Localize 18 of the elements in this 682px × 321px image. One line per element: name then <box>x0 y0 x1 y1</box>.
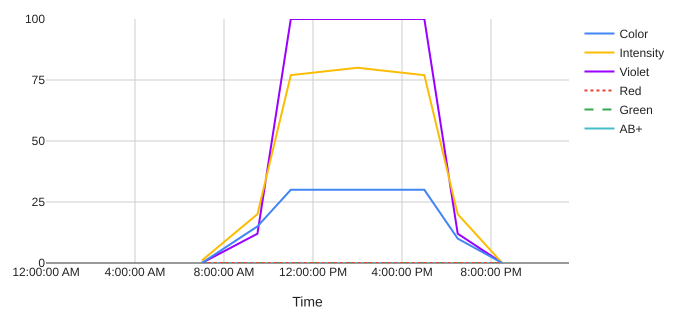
x-tick-label: 4:00:00 PM <box>371 265 433 279</box>
x-tick-label: 8:00:00 AM <box>194 265 254 279</box>
y-tick-label: 75 <box>32 73 46 88</box>
x-tick-label: 8:00:00 PM <box>460 265 522 279</box>
y-tick-label: 100 <box>24 12 46 26</box>
legend-label: Color <box>619 27 648 42</box>
line-series <box>200 188 504 263</box>
x-tick-label: 12:00:00 PM <box>279 265 348 279</box>
x-axis-title: Time <box>292 293 324 310</box>
line-series <box>200 66 504 263</box>
legend-label: Green <box>619 103 653 118</box>
y-tick-label: 50 <box>32 134 46 148</box>
x-tick-label: 4:00:00 AM <box>104 265 166 279</box>
legend-label: Violet <box>619 65 650 80</box>
legend-label: Intensity <box>619 46 664 60</box>
legend-label: AB+ <box>619 122 642 136</box>
legend-label: Red <box>619 84 642 98</box>
y-tick-label: 25 <box>32 195 46 210</box>
